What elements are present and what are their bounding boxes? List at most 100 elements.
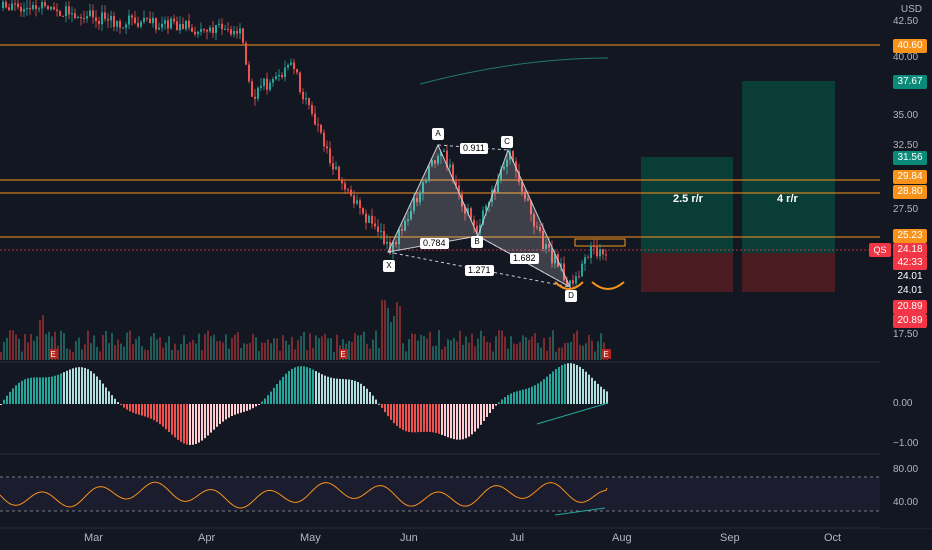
volume-bar xyxy=(216,341,218,360)
volume-bar xyxy=(180,344,182,360)
volume-bar xyxy=(483,336,485,360)
macd-bar xyxy=(558,366,560,404)
macd-bar xyxy=(423,404,425,432)
macd-bar xyxy=(309,368,311,404)
macd-bar xyxy=(420,404,422,433)
volume-bar xyxy=(294,349,296,360)
macd-bar xyxy=(504,397,506,404)
macd-bar xyxy=(105,387,107,404)
macd-bar xyxy=(567,363,569,404)
volume-bar xyxy=(300,336,302,360)
candle-body xyxy=(407,219,409,221)
macd-bar xyxy=(36,377,38,404)
macd-bar xyxy=(186,404,188,445)
volume-bar xyxy=(138,336,140,360)
macd-bar xyxy=(438,404,440,434)
macd-bar xyxy=(552,371,554,404)
candle-body xyxy=(227,28,229,30)
candle-body xyxy=(575,276,577,284)
candle-body xyxy=(362,207,364,214)
candle-body xyxy=(308,98,310,105)
macd-bar xyxy=(468,404,470,437)
volume-bar xyxy=(291,336,293,360)
macd-bar xyxy=(417,404,419,433)
macd-bar xyxy=(177,404,179,440)
candle-body xyxy=(167,20,169,29)
candle-body xyxy=(29,8,31,10)
candle-body xyxy=(485,205,487,211)
candle-body xyxy=(458,185,460,195)
candle-body xyxy=(146,17,148,19)
volume-bar xyxy=(54,331,56,360)
macd-bar xyxy=(453,404,455,440)
volume-bar xyxy=(570,341,572,360)
rsi-line xyxy=(0,481,608,509)
volume-bar xyxy=(432,346,434,360)
price-axis-label: 35.00 xyxy=(893,110,919,121)
candle-body xyxy=(269,82,271,90)
volume-bar xyxy=(516,344,518,360)
volume-bar xyxy=(384,300,386,360)
macd-bar xyxy=(540,381,542,404)
macd-bar xyxy=(87,369,89,404)
candle-body xyxy=(59,11,61,16)
volume-bar xyxy=(282,335,284,360)
volume-bar xyxy=(486,342,488,360)
volume-bar xyxy=(237,332,239,360)
volume-bar xyxy=(210,336,212,360)
volume-bar xyxy=(105,331,107,360)
macd-bar xyxy=(306,367,308,404)
macd-bar xyxy=(357,382,359,404)
volume-bar xyxy=(18,338,20,360)
candle-body xyxy=(221,23,223,30)
candle-body xyxy=(545,244,547,249)
volume-bar xyxy=(66,348,68,360)
volume-bar xyxy=(393,315,395,360)
macd-bar xyxy=(384,404,386,413)
earnings-marker-label: E xyxy=(50,350,55,359)
volume-bar xyxy=(168,336,170,360)
volume-bar xyxy=(525,337,527,360)
volume-bar xyxy=(561,347,563,360)
candle-body xyxy=(302,91,304,100)
candle-body xyxy=(248,64,250,82)
candle-body xyxy=(605,254,607,256)
volume-bar xyxy=(123,346,125,360)
volume-bar xyxy=(39,320,41,360)
macd-bar xyxy=(276,384,278,404)
candle-body xyxy=(35,4,37,10)
macd-bar xyxy=(300,366,302,404)
candle-body xyxy=(380,230,382,232)
volume-bar xyxy=(459,330,461,360)
volume-bar xyxy=(63,333,65,360)
candle-body xyxy=(83,18,85,20)
candle-body xyxy=(539,227,541,231)
macd-bar xyxy=(489,404,491,413)
candle-body xyxy=(296,68,298,73)
arc-marker xyxy=(554,281,584,290)
macd-bar xyxy=(288,371,290,404)
volume-bar xyxy=(369,348,371,360)
volume-bar xyxy=(420,334,422,360)
candle-body xyxy=(374,223,376,227)
macd-bar xyxy=(561,365,563,404)
candle-body xyxy=(404,220,406,231)
macd-bar xyxy=(69,369,71,404)
candle-body xyxy=(137,23,139,27)
stop-zone xyxy=(641,253,733,292)
volume-bar xyxy=(327,338,329,360)
price-tag: 24.18 xyxy=(893,243,927,257)
macd-bar xyxy=(72,368,74,404)
price-tag: 20.89 xyxy=(893,314,927,328)
candle-body xyxy=(512,150,514,162)
candle-body xyxy=(290,62,292,65)
candle-body xyxy=(494,189,496,193)
volume-bar xyxy=(558,347,560,360)
volume-bar xyxy=(585,343,587,360)
candle-body xyxy=(113,15,115,27)
candle-body xyxy=(413,197,415,212)
macd-bar xyxy=(237,404,239,414)
macd-bar xyxy=(312,369,314,404)
macd-bar xyxy=(267,395,269,404)
